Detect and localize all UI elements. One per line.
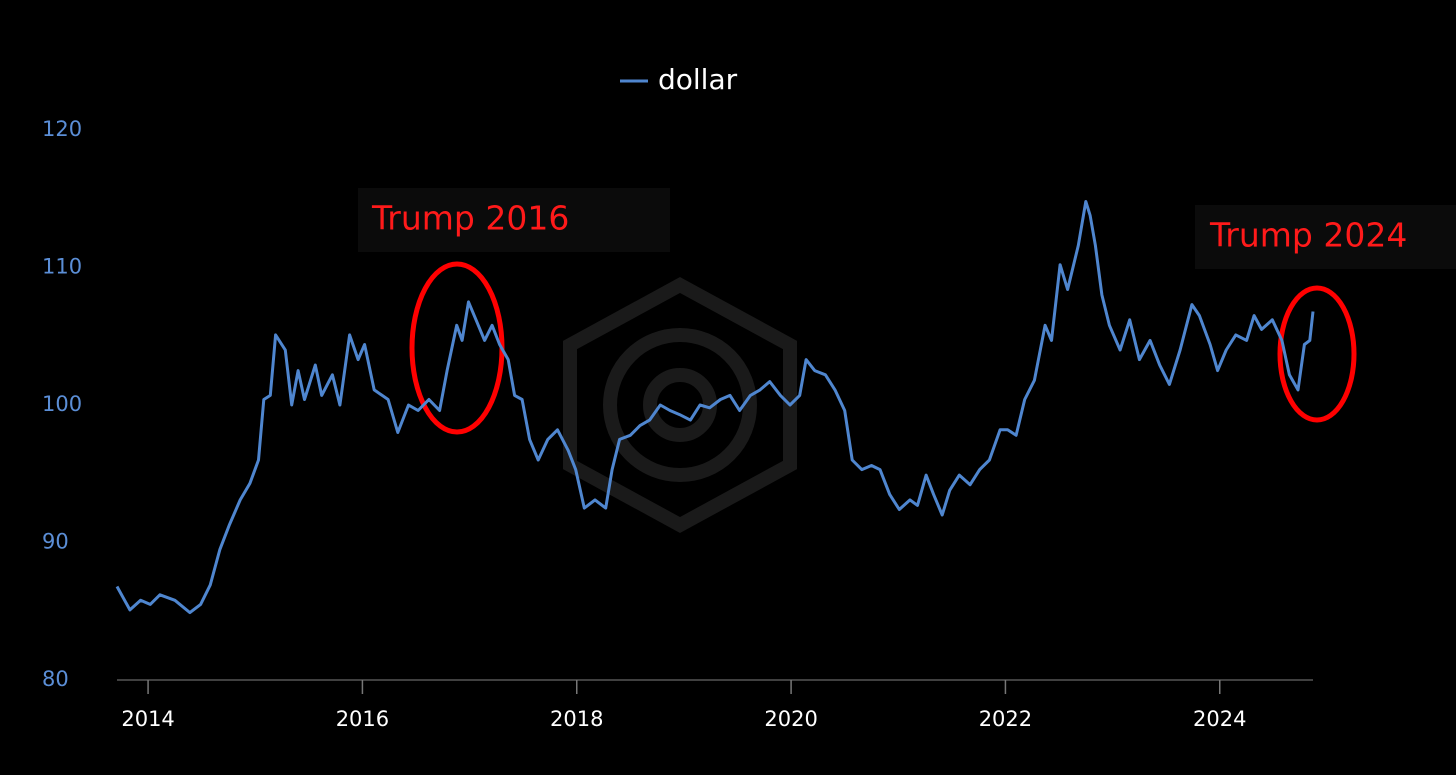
annotation: Trump 2016 bbox=[371, 199, 569, 238]
y-tick-label: 110 bbox=[42, 255, 82, 279]
y-tick-label: 90 bbox=[42, 530, 69, 554]
x-tick-label: 2014 bbox=[121, 707, 174, 731]
annotation-box bbox=[1195, 205, 1456, 269]
x-tick-label: 2020 bbox=[764, 707, 817, 731]
y-tick-label: 120 bbox=[42, 117, 82, 141]
annotation: Trump 2024 bbox=[1209, 216, 1407, 255]
y-tick-label: 100 bbox=[42, 392, 82, 416]
x-tick-label: 2022 bbox=[979, 707, 1032, 731]
x-tick-label: 2024 bbox=[1193, 707, 1246, 731]
y-tick-label: 80 bbox=[42, 667, 69, 691]
watermark bbox=[563, 277, 797, 533]
legend-label: dollar bbox=[658, 63, 738, 96]
data-line bbox=[115, 200, 1315, 615]
x-tick-label: 2016 bbox=[336, 707, 389, 731]
annotation-box bbox=[358, 188, 670, 252]
x-tick-label: 2018 bbox=[550, 707, 603, 731]
highlight-ellipse bbox=[1277, 285, 1357, 423]
